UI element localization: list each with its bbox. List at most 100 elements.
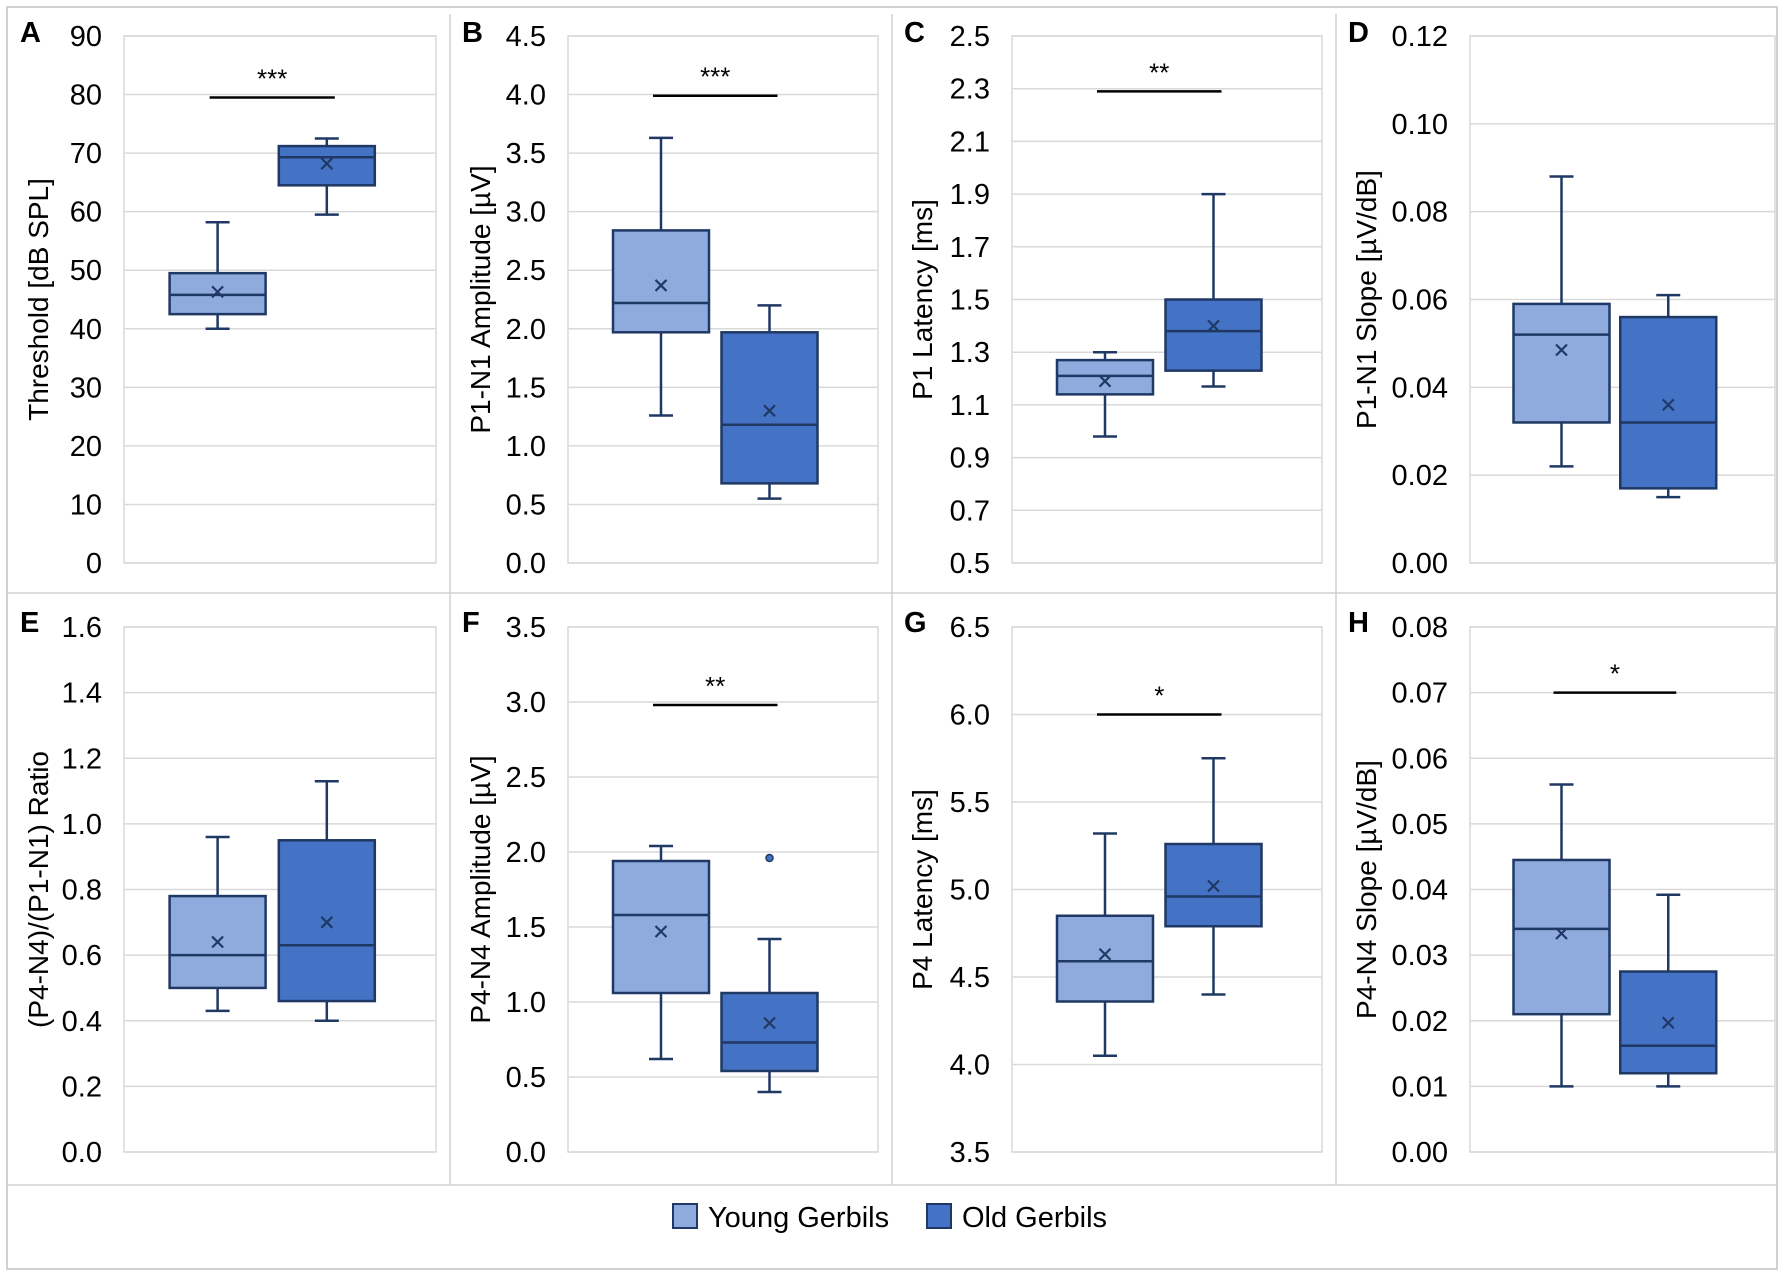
y-tick-label: 10 (70, 489, 102, 521)
y-axis-label: Threshold [dB SPL] (23, 178, 54, 421)
iqr-box (277, 144, 377, 187)
y-tick-label: 5.5 (950, 787, 990, 819)
y-tick-label: 1.0 (506, 431, 546, 463)
panel-separators (7, 14, 1777, 1186)
box-old (1164, 757, 1263, 996)
mean-marker (320, 916, 334, 929)
mean-marker (1661, 1016, 1675, 1029)
y-tick-label: 3.5 (506, 612, 546, 644)
y-tick-label: 2.5 (950, 21, 990, 53)
y-tick-label: 2.5 (506, 762, 546, 794)
panel-letter: H (1348, 607, 1369, 639)
y-tick-label: 80 (70, 80, 102, 112)
box-old (720, 853, 819, 1094)
iqr-box (1512, 858, 1611, 1016)
panel-letter: A (20, 17, 41, 49)
y-tick-label: 0.04 (1392, 372, 1448, 404)
y-tick-label: 0.03 (1392, 940, 1448, 972)
mean-marker (654, 279, 668, 292)
y-axis-label: (P4-N4)/(P1-N1) Ratio (23, 751, 54, 1028)
y-tick-label: 0.9 (950, 443, 990, 475)
panel-g: 3.5 4.0 4.5 5.0 5.5 6.0 6.5 P4 Latency [ms] G * (904, 607, 1323, 1169)
mean-marker (1098, 374, 1112, 388)
mean-marker (1661, 398, 1675, 412)
mean-marker (763, 1016, 776, 1030)
y-axis-label: P1-N1 Slope [µV/dB] (1351, 170, 1382, 429)
y-tick-label: 1.5 (506, 372, 546, 404)
y-axis-label: P4-N4 Amplitude [µV] (465, 755, 496, 1023)
y-tick-label: 0.0 (506, 1137, 546, 1169)
iqr-box (720, 331, 819, 485)
panel-b: 0.0 0.5 1.0 1.5 2.0 2.5 3.0 3.5 4.0 4.5 P1-N1 Ampl… (462, 17, 879, 580)
y-tick-label: 0.07 (1392, 678, 1448, 710)
iqr-box (1512, 302, 1611, 424)
panel-letter: D (1348, 17, 1369, 49)
box-young (168, 220, 267, 331)
y-tick-label: 60 (70, 197, 102, 229)
y-tick-label: 6.5 (950, 612, 990, 644)
legend-label-old: Old Gerbils (962, 1202, 1107, 1234)
significance-label: *** (700, 62, 730, 92)
y-tick-label: 0 (86, 548, 102, 580)
mean-marker (211, 285, 224, 299)
y-tick-label: 0.00 (1392, 1137, 1448, 1169)
y-tick-label: 0.8 (62, 875, 102, 907)
y-tick-label: 0.7 (950, 495, 990, 527)
y-tick-label: 3.0 (506, 197, 546, 229)
panel-letter: F (462, 607, 480, 639)
y-tick-label: 1.7 (950, 232, 990, 264)
mean-marker (320, 157, 334, 170)
y-tick-label: 0.10 (1392, 109, 1448, 141)
mean-marker (1098, 947, 1112, 961)
significance-label: * (1610, 659, 1620, 689)
y-tick-label: 3.0 (506, 687, 546, 719)
y-tick-label: 3.5 (950, 1137, 990, 1169)
panel-letter: E (20, 607, 39, 639)
mean-marker (654, 925, 668, 938)
y-tick-label: 0.12 (1392, 21, 1448, 53)
y-tick-label: 2.5 (506, 255, 546, 287)
significance-label: *** (257, 63, 287, 93)
y-tick-label: 1.5 (950, 285, 990, 317)
y-axis-label: P4 Latency [ms] (907, 789, 938, 990)
y-tick-label: 0.0 (506, 548, 546, 580)
significance-label: * (1154, 681, 1164, 711)
y-tick-label: 1.4 (62, 678, 102, 710)
box-old (277, 779, 377, 1022)
y-tick-label: 1.1 (950, 390, 990, 422)
y-tick-label: 0.4 (62, 1006, 102, 1038)
significance-label: ** (1149, 57, 1169, 87)
y-tick-label: 0.06 (1392, 743, 1448, 775)
box-young (611, 136, 711, 417)
iqr-box (277, 839, 377, 1003)
legend-swatch-young (672, 1203, 698, 1229)
y-tick-label: 0.04 (1392, 875, 1448, 907)
box-old (1619, 293, 1718, 499)
y-tick-label: 0.5 (506, 489, 546, 521)
y-tick-label: 0.2 (62, 1071, 102, 1103)
y-tick-label: 30 (70, 372, 102, 404)
panel-letter: B (462, 17, 483, 49)
y-tick-label: 1.5 (506, 912, 546, 944)
mean-marker (211, 935, 224, 949)
mean-marker (763, 404, 776, 418)
y-tick-label: 4.5 (950, 962, 990, 994)
box-young (1055, 350, 1155, 438)
y-tick-label: 0.06 (1392, 285, 1448, 317)
panel-letter: C (904, 17, 925, 49)
y-tick-label: 0.0 (62, 1137, 102, 1169)
y-tick-label: 0.00 (1392, 548, 1448, 580)
y-tick-label: 0.01 (1392, 1071, 1448, 1103)
y-tick-label: 0.05 (1392, 809, 1448, 841)
mean-marker (1207, 319, 1220, 333)
box-old (1164, 192, 1263, 388)
y-tick-label: 20 (70, 431, 102, 463)
iqr-box (611, 859, 711, 995)
panel-e: 0.0 0.2 0.4 0.6 0.8 1.0 1.2 1.4 1.6 (P4-N4)/(P1-N… (20, 607, 437, 1169)
y-tick-label: 1.0 (62, 809, 102, 841)
mean-marker (1555, 343, 1568, 357)
y-tick-label: 4.0 (506, 80, 546, 112)
box-young (1512, 783, 1611, 1088)
y-tick-label: 1.3 (950, 337, 990, 369)
